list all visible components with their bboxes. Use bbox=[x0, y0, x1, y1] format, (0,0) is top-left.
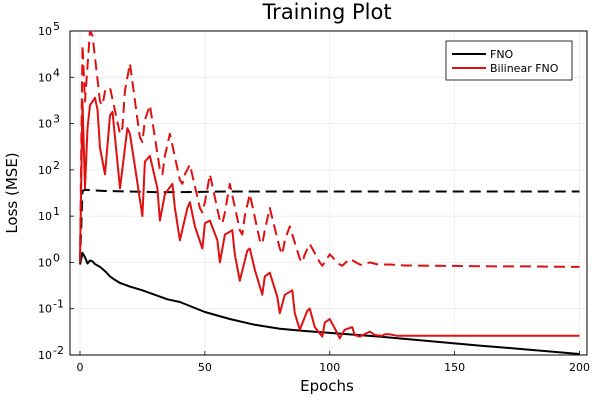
series-line-1 bbox=[79, 188, 580, 263]
y-tick-exponent: 5 bbox=[53, 20, 60, 33]
y-tick-exponent: -1 bbox=[53, 298, 64, 311]
y-axis-label: Loss (MSE) bbox=[3, 152, 21, 233]
chart-title: Training Plot bbox=[261, 0, 391, 24]
y-tick-exponent: 1 bbox=[53, 205, 60, 218]
y-tick-label: 10 bbox=[38, 71, 52, 84]
legend-label: Bilinear FNO bbox=[490, 62, 559, 75]
y-tick-label: 10 bbox=[38, 118, 52, 131]
y-tick-exponent: 4 bbox=[53, 66, 60, 79]
series-line-0 bbox=[79, 252, 580, 355]
x-tick-label: 0 bbox=[76, 361, 83, 374]
y-tick-label: 10 bbox=[38, 25, 52, 38]
x-axis-label: Epochs bbox=[300, 377, 354, 395]
x-tick-label: 100 bbox=[319, 361, 340, 374]
series-line-3 bbox=[79, 31, 580, 268]
y-tick-label: 10 bbox=[38, 349, 52, 362]
y-tick-exponent: 3 bbox=[53, 113, 60, 126]
y-tick-label: 10 bbox=[38, 210, 52, 223]
x-tick-label: 50 bbox=[198, 361, 212, 374]
plot-area-frame bbox=[69, 30, 588, 356]
legend-box bbox=[445, 40, 573, 81]
y-tick-label: 10 bbox=[38, 256, 52, 269]
y-tick-label: 10 bbox=[38, 303, 52, 316]
series-line-2 bbox=[79, 96, 580, 340]
legend-label: FNO bbox=[490, 48, 514, 61]
x-tick-label: 150 bbox=[444, 361, 465, 374]
y-tick-label: 10 bbox=[38, 164, 52, 177]
y-tick-exponent: -2 bbox=[53, 344, 64, 357]
x-axis-ticks: 0 50 100 150 200 bbox=[76, 351, 590, 374]
y-tick-exponent: 2 bbox=[53, 159, 60, 172]
data-series bbox=[79, 31, 580, 355]
x-tick-label: 200 bbox=[569, 361, 590, 374]
y-tick-exponent: 0 bbox=[53, 251, 60, 264]
